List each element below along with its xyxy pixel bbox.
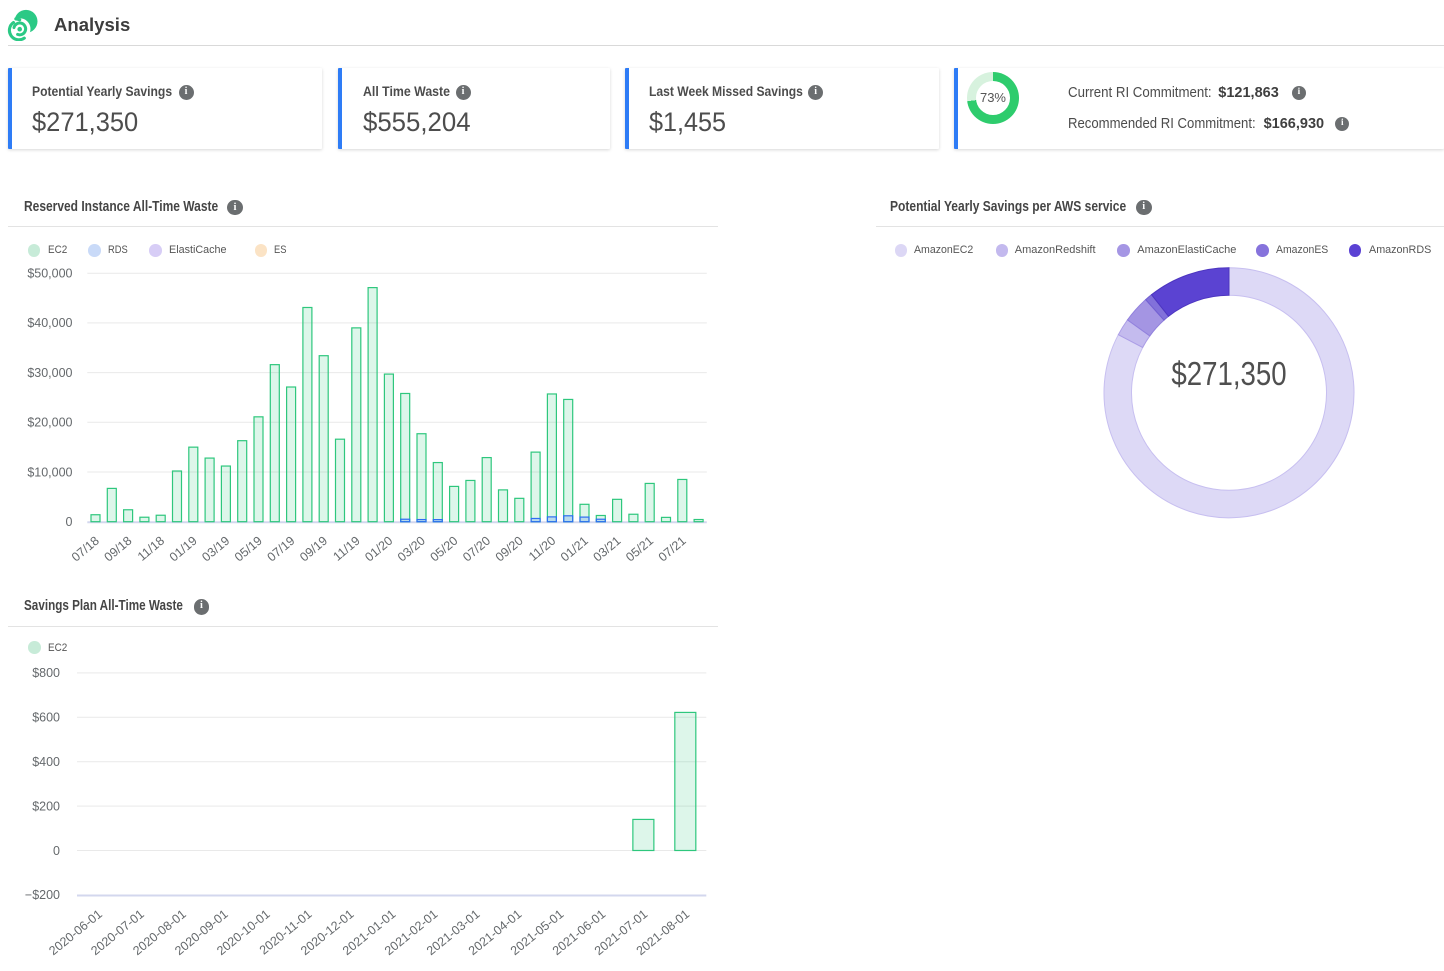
svg-text:03/21: 03/21 — [591, 534, 624, 565]
svg-text:0: 0 — [66, 515, 73, 529]
svg-text:07/21: 07/21 — [656, 534, 689, 565]
svg-text:$20,000: $20,000 — [27, 416, 72, 430]
svg-text:$400: $400 — [32, 755, 60, 769]
svg-text:05/21: 05/21 — [623, 534, 656, 565]
svg-text:$40,000: $40,000 — [27, 316, 72, 330]
svg-text:11/19: 11/19 — [330, 534, 362, 564]
svg-text:05/19: 05/19 — [232, 534, 265, 565]
svg-text:09/19: 09/19 — [297, 534, 330, 565]
svg-text:05/20: 05/20 — [428, 534, 461, 565]
svg-text:07/18: 07/18 — [69, 534, 102, 565]
svg-text:01/20: 01/20 — [362, 534, 395, 565]
svg-text:01/21: 01/21 — [558, 534, 591, 565]
svg-text:01/19: 01/19 — [167, 534, 200, 565]
svg-text:03/19: 03/19 — [199, 534, 232, 565]
svg-text:11/20: 11/20 — [526, 534, 558, 564]
svg-text:11/18: 11/18 — [135, 534, 167, 564]
svg-text:$10,000: $10,000 — [27, 465, 72, 479]
svg-text:07/19: 07/19 — [265, 534, 298, 565]
svg-text:09/20: 09/20 — [493, 534, 526, 565]
svg-text:$800: $800 — [32, 666, 60, 680]
svg-text:$600: $600 — [32, 711, 60, 725]
svg-text:03/20: 03/20 — [395, 534, 428, 565]
svg-text:−$200: −$200 — [25, 888, 60, 902]
svg-text:$200: $200 — [32, 799, 60, 813]
svg-text:$271,350: $271,350 — [1171, 354, 1286, 392]
svg-text:$30,000: $30,000 — [27, 366, 72, 380]
svg-text:09/18: 09/18 — [102, 534, 135, 565]
svg-text:0: 0 — [53, 844, 60, 858]
svg-text:$50,000: $50,000 — [27, 267, 72, 281]
svg-text:07/20: 07/20 — [460, 534, 493, 565]
